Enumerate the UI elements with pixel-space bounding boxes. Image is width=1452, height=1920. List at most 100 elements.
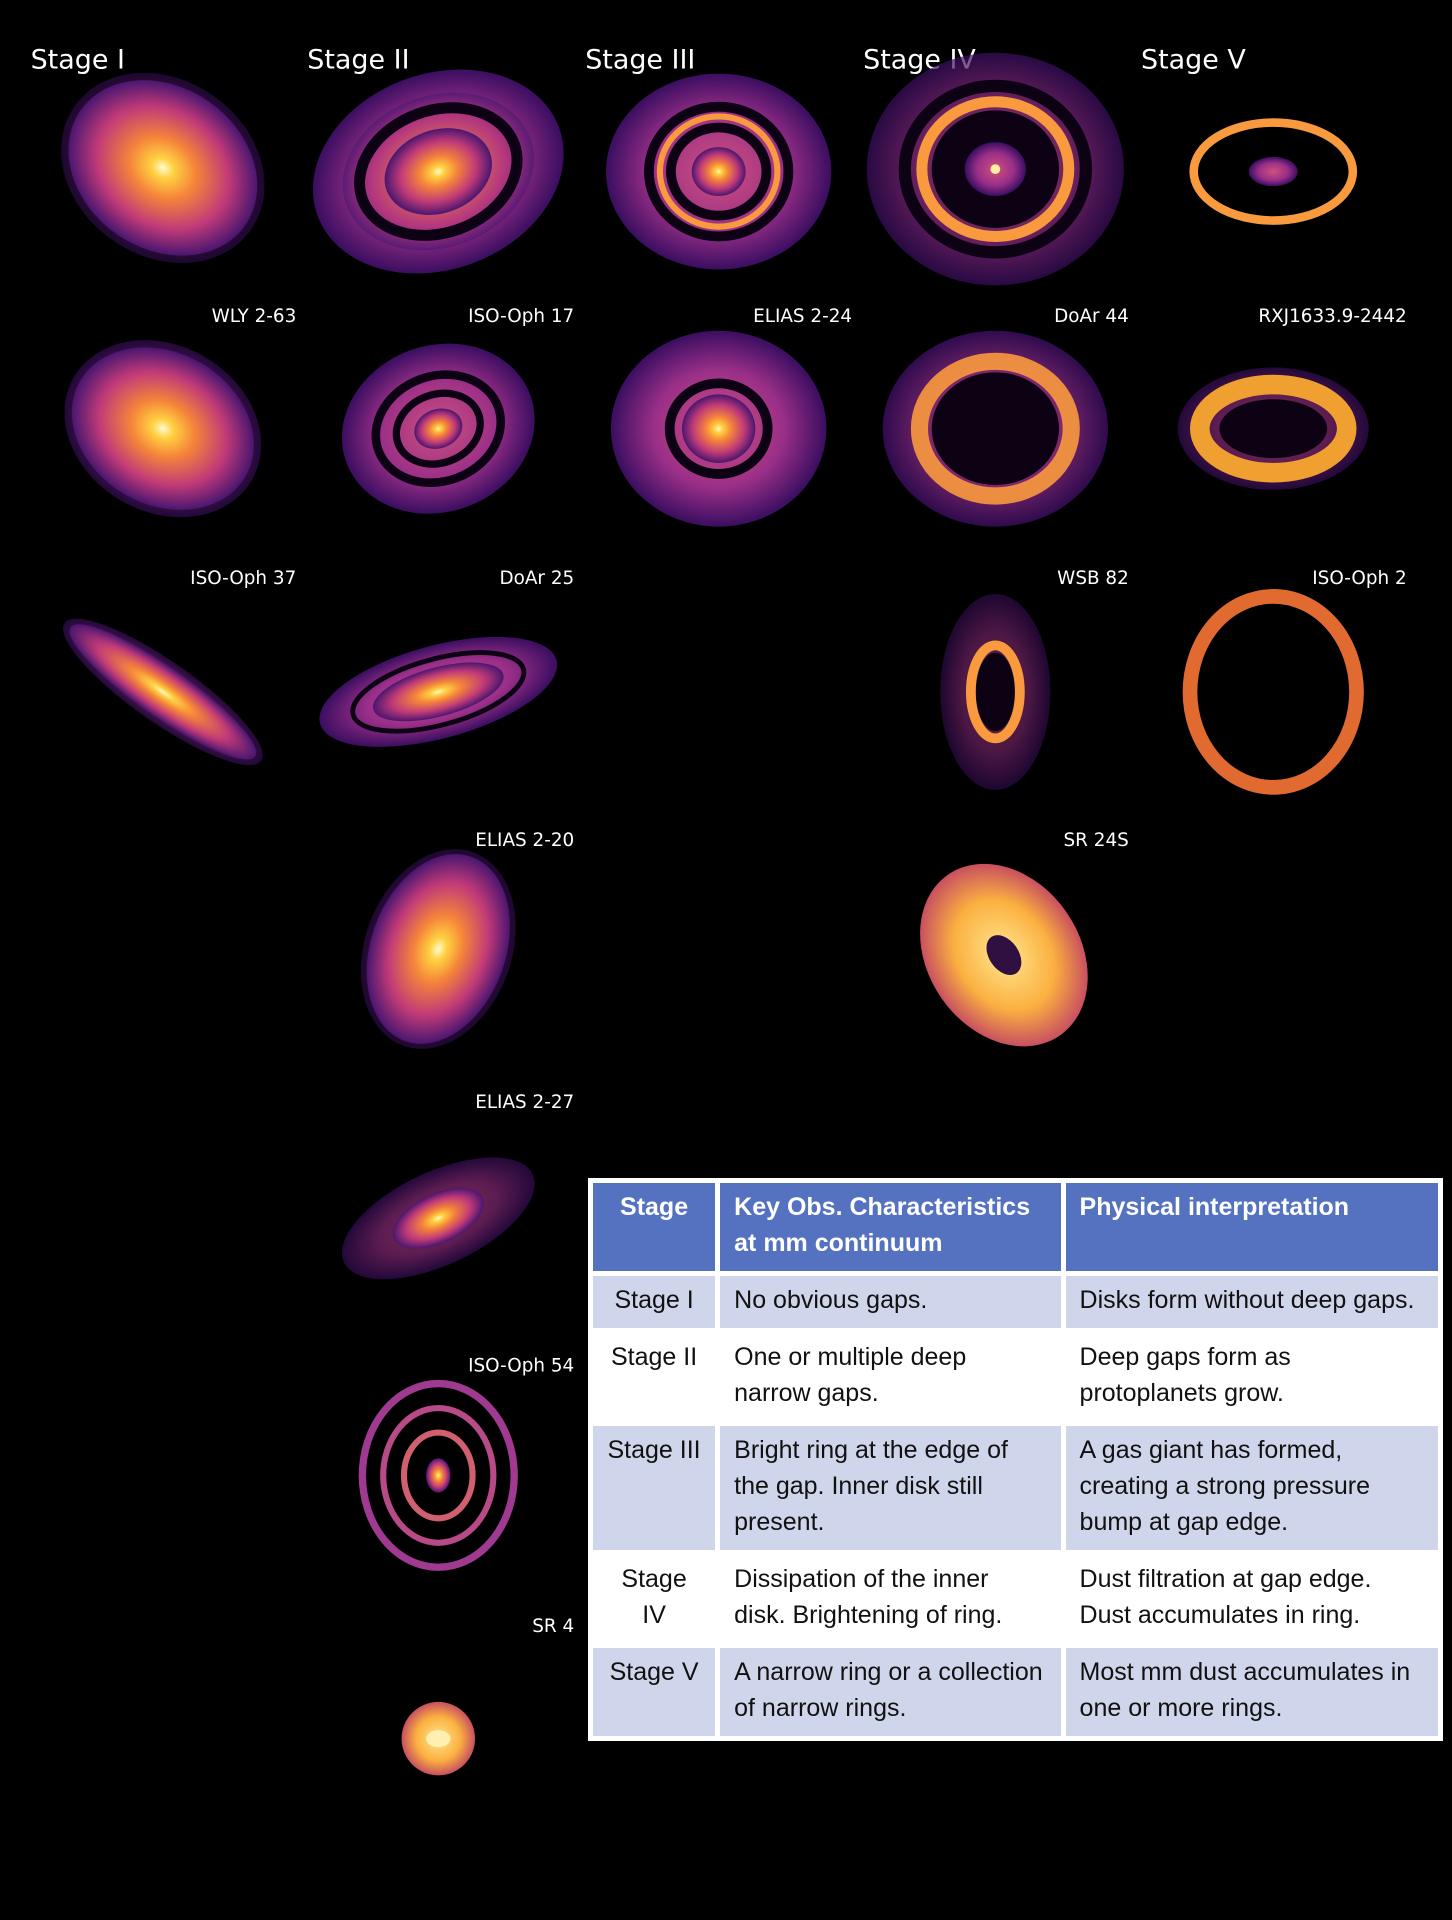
stage-header: Stage I xyxy=(31,45,125,76)
disk-ring xyxy=(354,102,523,241)
disk-ring xyxy=(1190,374,1357,483)
disk-ring xyxy=(350,650,527,734)
disk-emission xyxy=(426,1730,451,1748)
disk-ring xyxy=(380,1405,497,1546)
table-cell: Bright ring at the edge of the gap. Inne… xyxy=(720,1426,1061,1550)
table-row: Stage I No obvious gaps. Disks form withou… xyxy=(593,1276,1438,1328)
table-cell: Stage I xyxy=(593,1276,716,1328)
panel-label: SR 24S xyxy=(1064,830,1129,851)
stage-table: Stage Key Obs. Characteristics at mm con… xyxy=(588,1178,1443,1741)
table-header: Stage Key Obs. Characteristics at mm con… xyxy=(593,1183,1438,1271)
disk-ring xyxy=(371,370,506,487)
disk-image xyxy=(1182,589,1364,795)
table-cell: Dissipation of the inner disk. Brighteni… xyxy=(720,1555,1061,1643)
header-cell: Physical interpretation xyxy=(1065,1183,1438,1271)
disk-emission xyxy=(1219,399,1328,459)
disk-emission xyxy=(931,372,1060,485)
panel-label: ELIAS 2-24 xyxy=(753,306,852,327)
table-row: Stage III Bright ring at the edge of the … xyxy=(593,1426,1438,1550)
panel-label: RXJ1633.9-2442 xyxy=(1258,306,1406,327)
disk-emission xyxy=(681,394,756,463)
disk-image xyxy=(940,593,1051,790)
disk-image xyxy=(62,618,263,766)
table-row: Stage IV Dissipation of the inner disk. B… xyxy=(593,1555,1438,1643)
disk-ring xyxy=(916,96,1075,242)
disk-emission xyxy=(986,935,1022,976)
disk-image xyxy=(341,343,535,514)
disk-ring xyxy=(965,640,1025,744)
panel-label: SR 4 xyxy=(532,1616,574,1637)
table-cell: Stage II xyxy=(593,1333,716,1421)
disk-ring xyxy=(643,101,794,242)
disk-image xyxy=(1177,367,1369,490)
disk-emission xyxy=(372,662,504,722)
table-cell: No obvious gaps. xyxy=(720,1276,1061,1328)
disk-image xyxy=(358,1379,518,1571)
disk-ring xyxy=(666,122,772,221)
panel-label: ELIAS 2-20 xyxy=(475,830,574,851)
disk-ring xyxy=(1182,589,1364,795)
disk-image xyxy=(61,72,265,263)
panel-label: ISO-Oph 54 xyxy=(468,1355,574,1376)
table-row: Stage II One or multiple deep narrow gaps… xyxy=(593,1333,1438,1421)
table-cell: A narrow ring or a collection of narrow … xyxy=(720,1648,1061,1736)
panel-label: DoAr 44 xyxy=(1054,306,1129,327)
table-cell: One or multiple deep narrow gaps. xyxy=(720,1333,1061,1421)
disk-ring xyxy=(392,389,484,468)
stage-header: Stage II xyxy=(307,45,409,76)
table-cell: Dust filtration at gap edge. Dust accumu… xyxy=(1065,1555,1438,1643)
disk-emission xyxy=(1248,156,1298,187)
disk-emission xyxy=(426,1458,451,1493)
stage-header: Stage V xyxy=(1141,45,1246,76)
panel-label: ELIAS 2-27 xyxy=(475,1092,574,1113)
panel-label: WLY 2-63 xyxy=(212,306,297,327)
disk-image xyxy=(606,73,832,270)
panel-label: ISO-Oph 37 xyxy=(190,568,296,589)
disk-image xyxy=(920,863,1088,1047)
table-cell: Most mm dust accumulates in one or more … xyxy=(1065,1648,1438,1736)
table-cell: Disks form without deep gaps. xyxy=(1065,1276,1438,1328)
disk-image xyxy=(312,69,564,274)
header-cell: Key Obs. Characteristics at mm continuum xyxy=(720,1183,1061,1271)
disk-image xyxy=(401,1701,476,1776)
table-cell: Stage V xyxy=(593,1648,716,1736)
disk-ring xyxy=(656,113,781,230)
panel-label: ISO-Oph 2 xyxy=(1312,568,1406,589)
disk-ring xyxy=(664,378,773,479)
disk-emission xyxy=(68,80,258,256)
panel-label: WSB 82 xyxy=(1057,568,1129,589)
table-cell: A gas giant has formed, creating a stron… xyxy=(1065,1426,1438,1550)
disk-ring xyxy=(400,1429,476,1522)
disk-emission xyxy=(414,408,463,449)
disk-emission xyxy=(990,164,1001,175)
table-cell: Stage III xyxy=(593,1426,716,1550)
disk-image xyxy=(64,340,262,518)
table-cell: Stage IV xyxy=(593,1555,716,1643)
stage-header: Stage III xyxy=(585,45,695,76)
table-cell: Deep gaps form as protoplanets grow. xyxy=(1065,1333,1438,1421)
disk-ring xyxy=(898,79,1093,259)
panel-label: ISO-Oph 17 xyxy=(468,306,574,327)
disk-emission xyxy=(69,624,257,760)
disk-emission xyxy=(71,347,254,510)
disk-emission xyxy=(366,854,510,1044)
panel-label: DoAr 25 xyxy=(500,568,575,589)
disk-image xyxy=(319,636,558,747)
disk-emission xyxy=(392,1187,484,1249)
disk-image xyxy=(1189,118,1358,225)
disk-ring xyxy=(1189,118,1358,225)
disk-image xyxy=(341,1157,535,1280)
header-cell: Stage xyxy=(593,1183,716,1271)
disk-emission xyxy=(975,652,1015,732)
disk-emission xyxy=(691,147,746,197)
disk-emission xyxy=(384,128,492,215)
disk-image xyxy=(882,330,1108,527)
disk-image xyxy=(610,330,827,527)
disk-image xyxy=(866,52,1124,286)
disk-ring xyxy=(910,352,1080,505)
disk-image xyxy=(360,849,516,1049)
disk-ring xyxy=(358,1379,518,1571)
